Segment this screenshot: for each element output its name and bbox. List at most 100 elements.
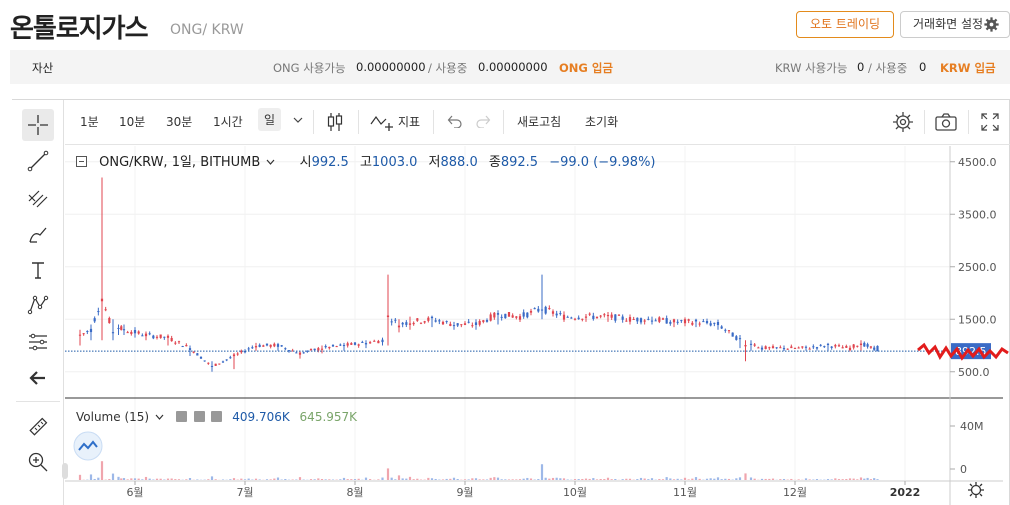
interval-10min[interactable]: 10분 [119,115,146,129]
auto-trading-button[interactable]: 오토 트레이딩 [796,11,894,38]
collapse-icon[interactable] [76,156,87,167]
candle-body [449,323,452,326]
candle-body [845,345,848,348]
volume-badge-icon [73,431,103,461]
close-icon[interactable] [211,411,223,422]
volume-bar [350,479,353,480]
indicator-button[interactable]: 지표 [398,115,421,129]
volume-bar [166,478,170,480]
chart-settings-gear-icon[interactable] [892,111,914,133]
candle-body [826,343,830,346]
candle-body [639,318,643,323]
candle-body [548,308,551,310]
eye-icon[interactable] [175,411,187,422]
camera-icon[interactable] [934,112,958,132]
high-value: 1003.0 [371,155,418,170]
candle-type-icon[interactable] [327,111,343,133]
candle-body [416,318,419,321]
ruler-icon[interactable] [22,411,54,443]
ong-deposit-link[interactable]: ONG 입금 [559,61,614,75]
candle-body [566,316,569,318]
candle-body [317,348,320,351]
volume-bar [592,478,595,480]
undo-icon[interactable] [447,114,463,128]
candle-body [309,349,313,351]
chevron-down-icon[interactable] [155,414,164,421]
back-arrow-icon[interactable] [22,362,54,394]
volume-value-1: 409.706K [232,410,290,424]
volume-bar [873,478,876,480]
month-label: 12월 [783,486,807,499]
pattern-icon[interactable] [22,289,54,321]
candle-body [537,308,540,312]
volume-bar [760,478,764,480]
candle-body [610,314,613,318]
redo-icon[interactable] [475,114,491,128]
volume-bar [683,477,687,480]
crosshair-icon[interactable] [22,109,54,141]
volume-bar [628,478,632,480]
text-icon[interactable] [22,254,54,286]
candle-body [108,318,111,324]
volume-tick-label: 40M [960,420,984,433]
trend-line-icon[interactable] [22,145,54,177]
ong-available-value: 0.00000000 [356,60,426,74]
volume-bar [555,477,558,480]
volume-bar [845,478,848,480]
price-tick-label: 2500.0 [958,261,997,274]
candle-body [89,328,93,333]
zoom-in-icon[interactable] [22,446,54,478]
volume-bar [309,479,313,480]
reset-button[interactable]: 초기화 [585,115,619,129]
candle-body [837,345,841,347]
candle-body [592,315,595,319]
volume-bar [764,478,767,480]
trade-screen-settings-button[interactable]: 거래화면 설정 [900,11,1010,38]
candle-body [716,322,720,326]
volume-bar [133,478,137,480]
candle-body [507,312,511,317]
interval-1min[interactable]: 1분 [80,115,99,129]
candle-body [155,336,159,338]
indicator-icon[interactable] [370,112,394,132]
volume-bar [526,477,529,480]
toolbar-separator [313,110,314,134]
candle-body [529,310,533,313]
krw-deposit-link[interactable]: KRW 입금 [940,61,996,75]
chevron-down-icon[interactable] [266,159,275,166]
brush-icon[interactable] [22,219,54,251]
candle-body [869,346,872,348]
symbol-label[interactable]: ONG/KRW, 1일, BITHUMB [99,155,261,170]
candle-body [606,314,610,317]
volume-bar [841,479,844,480]
interval-day[interactable]: 일 [258,108,282,131]
fib-channel-icon[interactable] [22,182,54,214]
volume-bar [100,461,104,480]
volume-bar [507,479,511,480]
interval-30min[interactable]: 30분 [166,115,193,129]
settings-icon[interactable] [193,411,205,422]
prediction-icon[interactable] [22,326,54,358]
volume-bar [240,478,243,480]
volume-bar [588,478,591,480]
time-axis-gear-icon[interactable] [968,482,984,498]
candle-body [654,320,657,322]
candle-body [581,318,584,320]
candle-body [328,346,331,349]
volume-bar [566,479,569,480]
candle-body [544,306,547,314]
candle-body [445,321,448,323]
fullscreen-icon[interactable] [980,112,1000,132]
month-label: 7월 [236,486,253,499]
price-tick-label: 4500.0 [958,156,997,169]
volume-bar [254,478,258,480]
candle-body [361,341,364,343]
candle-body [401,322,404,325]
volume-bar [610,479,613,480]
refresh-button[interactable]: 새로고침 [517,115,562,129]
chevron-down-icon[interactable] [293,117,303,125]
candle-body [214,363,217,366]
candle-body [280,345,283,347]
interval-1hour[interactable]: 1시간 [213,115,243,129]
